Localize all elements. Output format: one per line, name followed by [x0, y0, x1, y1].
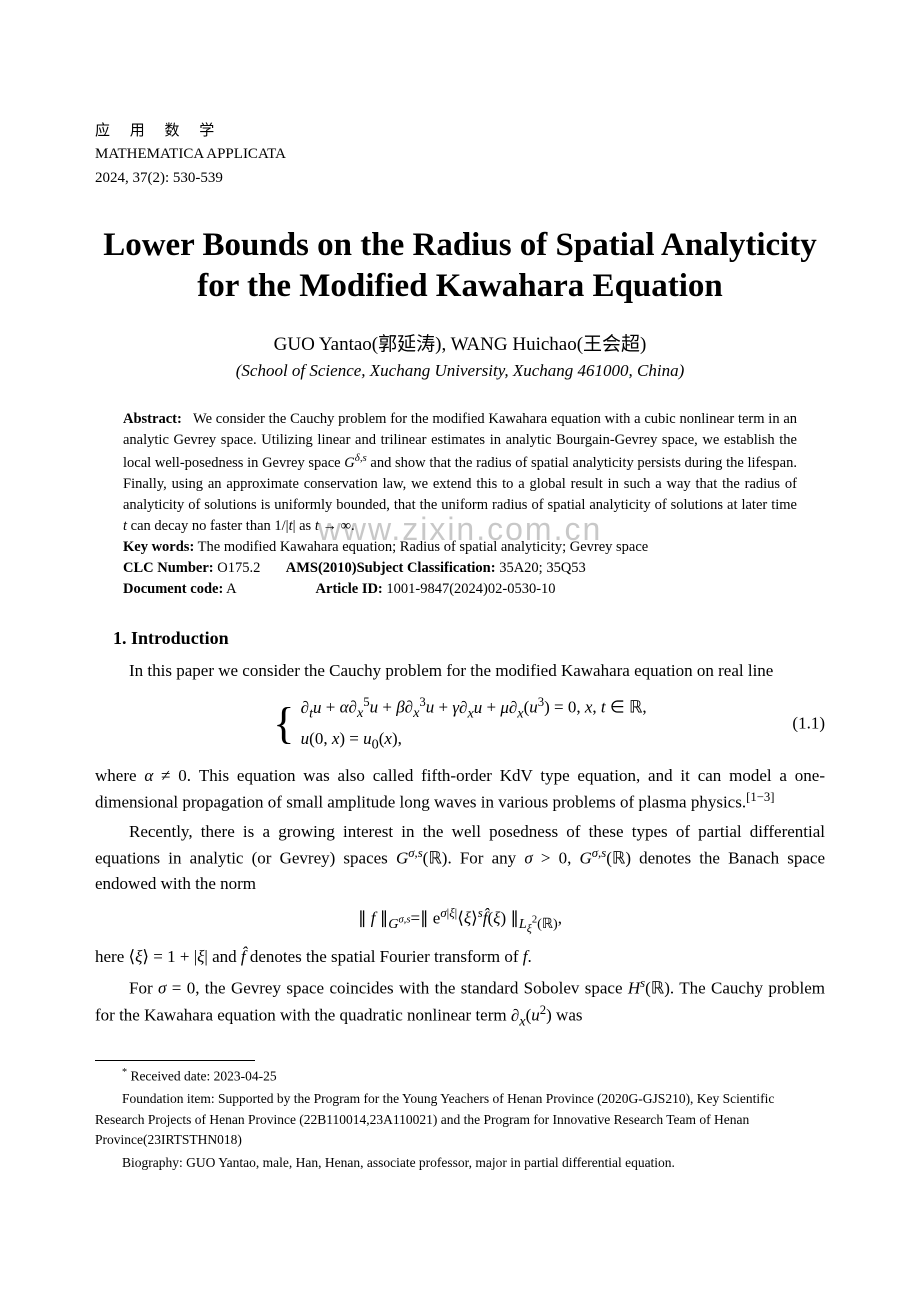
footnote-foundation: Foundation item: Supported by the Progra…	[95, 1089, 825, 1150]
abstract-label: Abstract:	[123, 411, 182, 427]
doccode-label: Document code:	[123, 581, 223, 597]
clc-label: CLC Number:	[123, 560, 214, 576]
abstract-block: www.zixin.com.cn Abstract: We consider t…	[123, 409, 797, 600]
doccode-value: A	[226, 581, 236, 597]
body-text: In this paper we consider the Cauchy pro…	[95, 659, 825, 1031]
eq-row-2: u(0, x) = u0(x),	[301, 725, 647, 756]
affiliation: (School of Science, Xuchang University, …	[95, 361, 825, 381]
footnote-biography: Biography: GUO Yantao, male, Han, Henan,…	[95, 1153, 825, 1173]
equation-norm: ∥ f ∥Gσ,s=∥ eσ|ξ|⟨ξ⟩sf̂(ξ) ∥Lξ2(ℝ),	[95, 904, 825, 937]
journal-en-name: MATHEMATICA APPLICATA	[95, 143, 825, 166]
paragraph-5: For σ = 0, the Gevrey space coincides wi…	[95, 974, 825, 1032]
abstract-text: We consider the Cauchy problem for the m…	[123, 411, 797, 534]
ams-label: AMS(2010)Subject Classification:	[286, 560, 496, 576]
footnotes: * Received date: 2023-04-25 Foundation i…	[95, 1065, 825, 1174]
equation-number: (1.1)	[792, 711, 825, 736]
footnote-rule	[95, 1060, 255, 1061]
keywords-label: Key words:	[123, 539, 194, 555]
keywords-text: The modified Kawahara equation; Radius o…	[198, 539, 649, 555]
paragraph-3: Recently, there is a growing interest in…	[95, 820, 825, 897]
clc-value: O175.2	[217, 560, 260, 576]
left-brace-icon: {	[273, 702, 294, 746]
page: 应 用 数 学 MATHEMATICA APPLICATA 2024, 37(2…	[0, 0, 920, 1236]
paragraph-1: In this paper we consider the Cauchy pro…	[95, 659, 825, 684]
section-1-heading: 1. Introduction	[113, 628, 825, 649]
journal-cn-name: 应 用 数 学	[95, 120, 825, 143]
articleid-value: 1001-9847(2024)02-0530-10	[386, 581, 555, 597]
authors: GUO Yantao(郭延涛), WANG Huichao(王会超)	[95, 329, 825, 356]
footnote-received: * Received date: 2023-04-25	[95, 1065, 825, 1087]
paper-title: Lower Bounds on the Radius of Spatial An…	[95, 225, 825, 308]
equation-1-1: { ∂tu + α∂x5u + β∂x3u + γ∂xu + μ∂x(u3) =…	[95, 692, 825, 756]
citation-ref: [1−3]	[746, 790, 774, 804]
eq-row-1: ∂tu + α∂x5u + β∂x3u + γ∂xu + μ∂x(u3) = 0…	[301, 692, 647, 725]
ams-value: 35A20; 35Q53	[499, 560, 586, 576]
paragraph-4: here ⟨ξ⟩ = 1 + |ξ| and f̂ denotes the sp…	[95, 945, 825, 970]
paragraph-2: where α ≠ 0. This equation was also call…	[95, 764, 825, 816]
journal-header: 应 用 数 学 MATHEMATICA APPLICATA 2024, 37(2…	[95, 120, 825, 190]
articleid-label: Article ID:	[316, 581, 383, 597]
journal-issue: 2024, 37(2): 530-539	[95, 167, 825, 190]
